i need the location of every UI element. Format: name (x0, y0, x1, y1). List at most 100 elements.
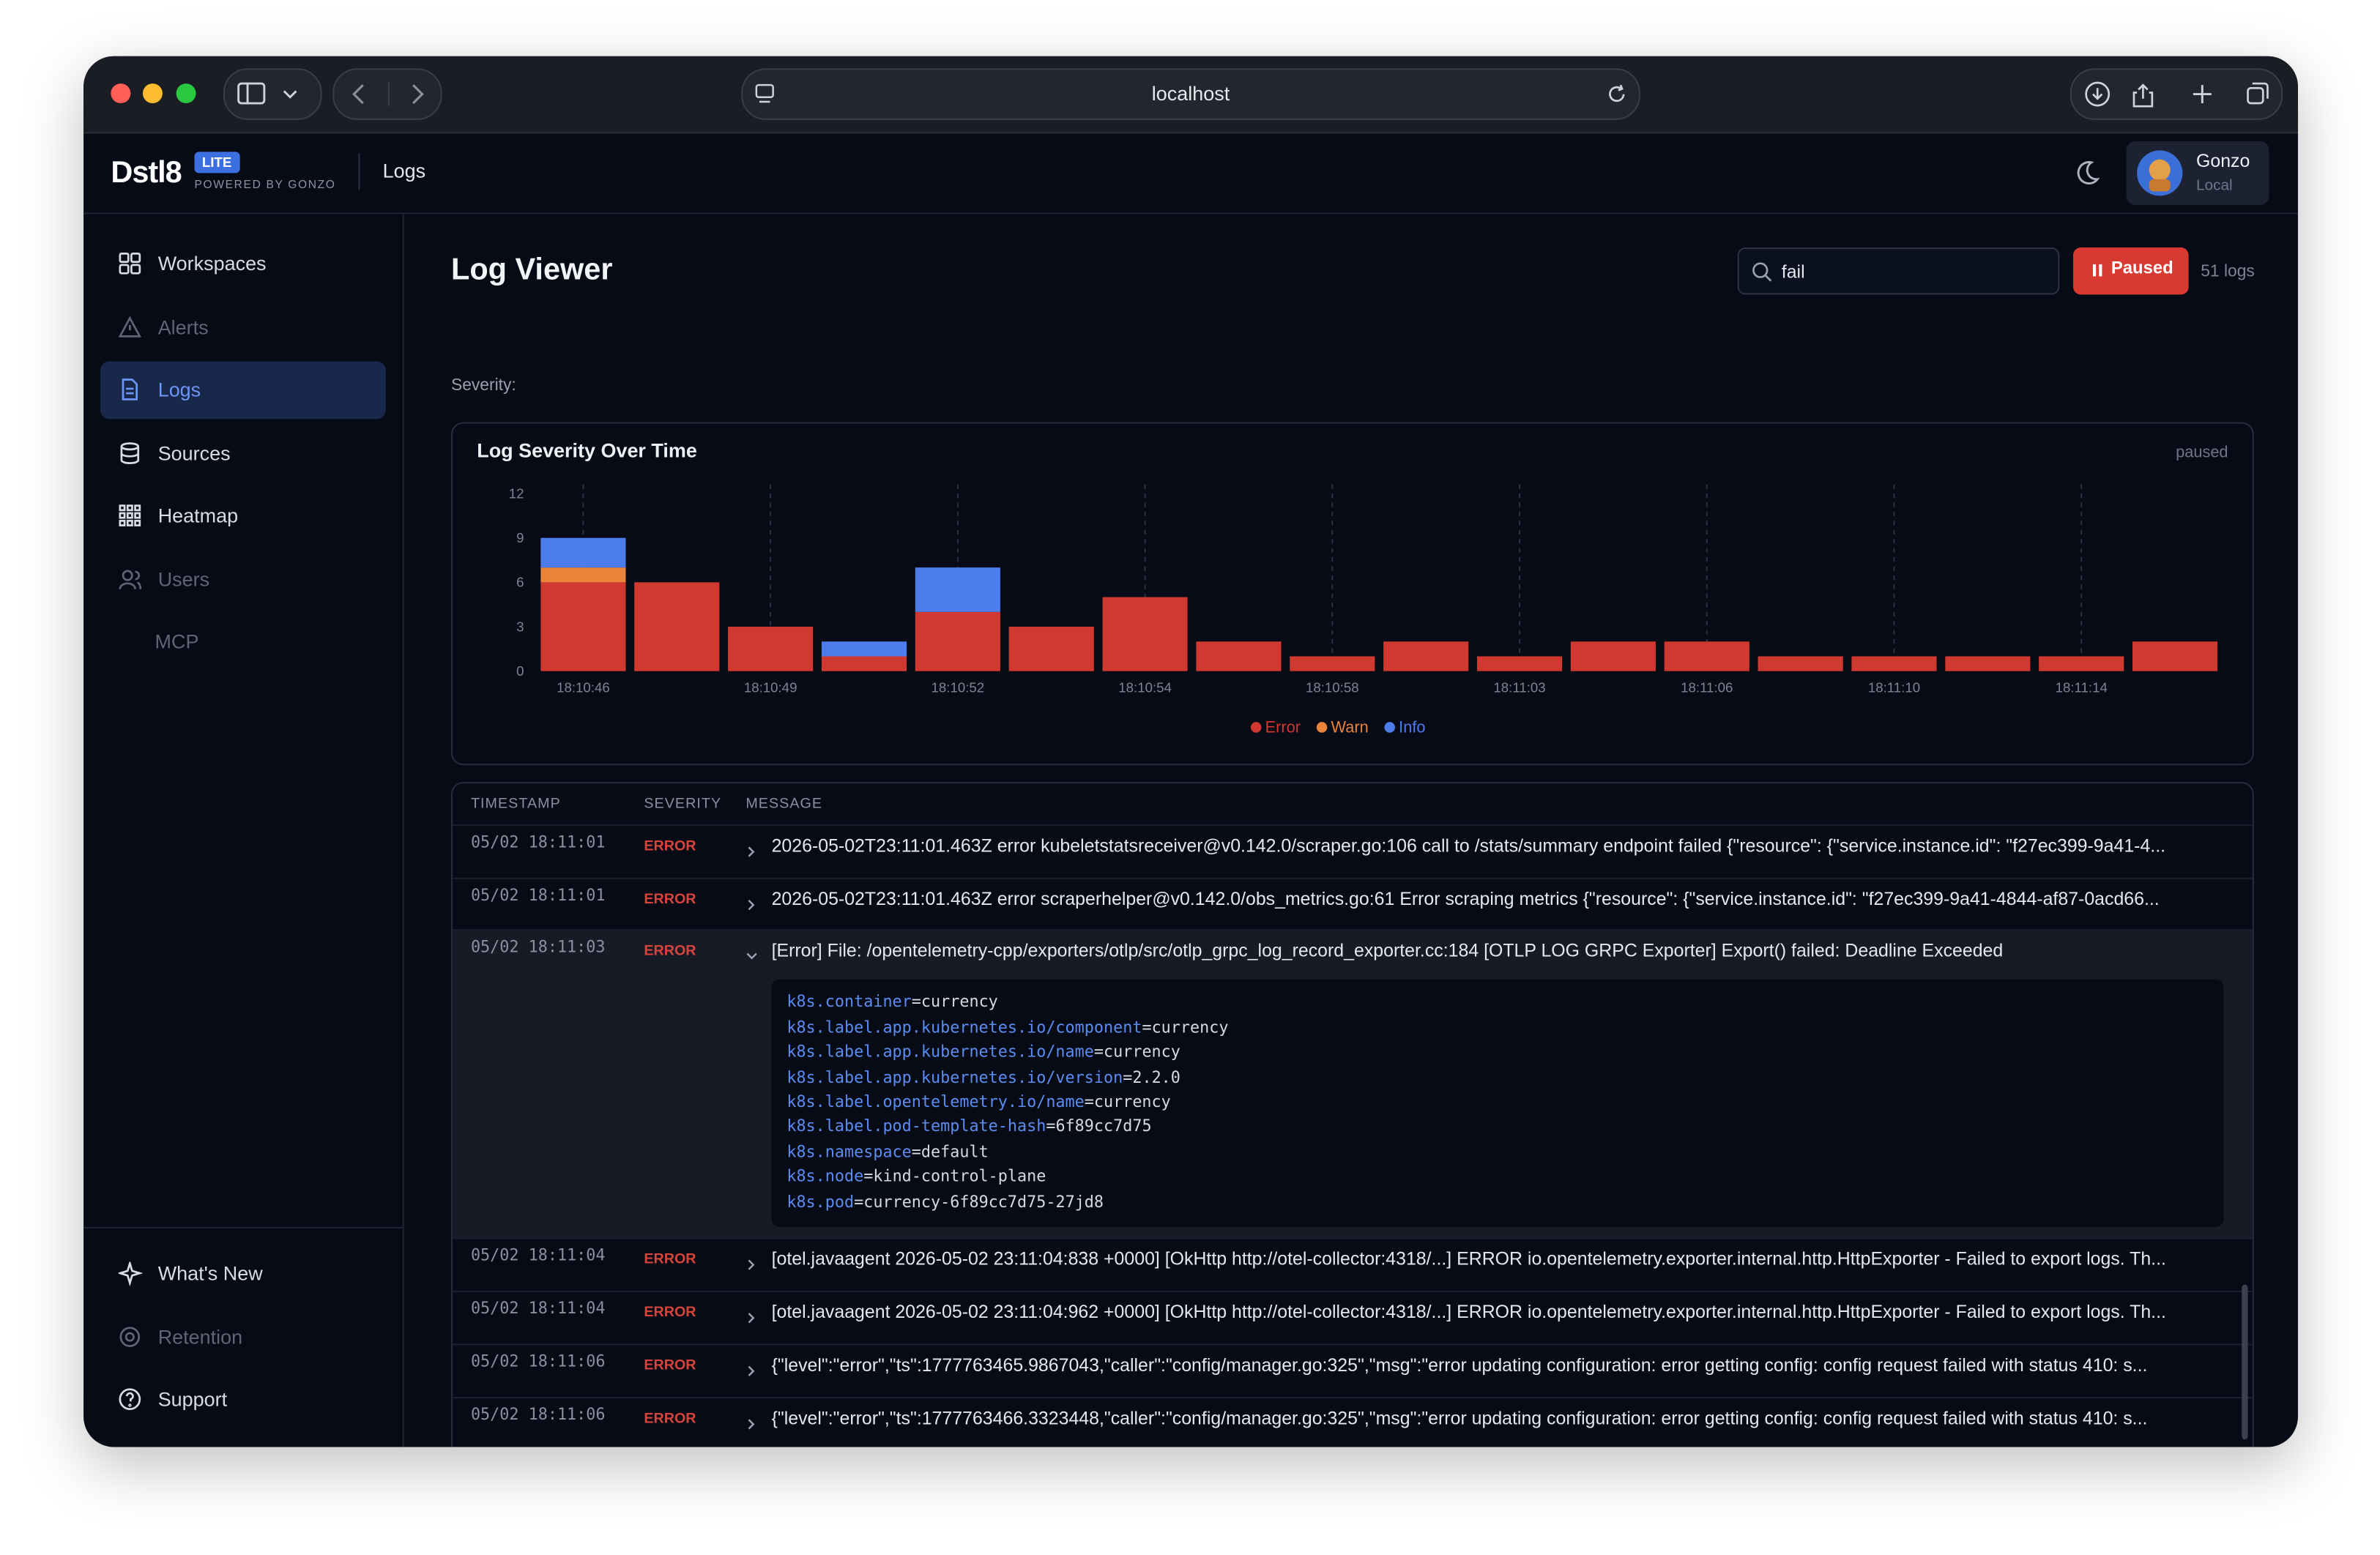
user-location: Local (2196, 177, 2233, 195)
nav-label: Heatmap (157, 504, 239, 527)
timestamp: 05/02 18:11:04 (470, 1247, 606, 1266)
log-table: TIMESTAMP SEVERITY MESSAGE 05/02 18:11:01 E… (450, 782, 2254, 1447)
timestamp: 05/02 18:11:03 (470, 939, 606, 958)
timestamp: 05/02 18:11:01 (470, 833, 606, 852)
column-header: SEVERITY (644, 795, 722, 813)
attribute: k8s.pod=currency-6f89cc7d75-27jd8 (786, 1193, 1104, 1211)
section-title: Logs (382, 159, 426, 182)
bar-segment (1196, 641, 1282, 671)
theme-toggle[interactable] (2073, 160, 2100, 187)
nav-icon (119, 569, 142, 589)
severity: ERROR (644, 890, 696, 908)
attribute-key: k8s.namespace (786, 1143, 912, 1162)
severity: ERROR (644, 1304, 696, 1321)
nav-item[interactable]: Logs (100, 361, 386, 419)
legend-label: Warn (1331, 718, 1368, 737)
address-bar[interactable]: localhost (741, 68, 1640, 120)
user-menu[interactable]: Gonzo Local (2126, 141, 2269, 205)
bar-segment (728, 627, 814, 671)
nav-item: Users (100, 551, 386, 608)
search-box[interactable]: fail (1737, 247, 2060, 295)
pause-button[interactable]: Paused (2073, 247, 2189, 295)
nav-icon (118, 315, 142, 337)
x-tick-label: 18:11:14 (2056, 680, 2108, 696)
message: 2026-05-02T23:11:01.463Z error scraperhe… (771, 887, 2160, 909)
reload-icon[interactable] (1607, 83, 1628, 105)
nav-item[interactable]: Support (100, 1371, 386, 1429)
message: [otel.javaagent 2026-05-02 23:11:04:962 … (771, 1301, 2166, 1323)
bar-segment (915, 567, 1000, 612)
log-row[interactable]: 05/02 18:11:01 ERROR 2026-05-02T23:11:01.4… (453, 824, 2253, 879)
y-tick-label: 0 (516, 663, 524, 679)
scrollbar[interactable] (2242, 1284, 2248, 1440)
message: {"level":"error","ts":1777763465.9867043… (771, 1354, 2148, 1376)
severity: ERROR (644, 943, 696, 961)
zoom-button[interactable] (176, 83, 196, 104)
divider (358, 153, 360, 190)
sidebar-icon (237, 82, 297, 105)
nav-label: Users (157, 567, 210, 590)
timestamp: 05/02 18:11:04 (470, 1299, 606, 1319)
bar-segment (634, 582, 720, 671)
column-header: MESSAGE (745, 795, 823, 813)
nav-label: Sources (157, 441, 231, 464)
chart-status: paused (2176, 442, 2228, 460)
attribute-key: k8s.label.pod-template-hash (786, 1118, 1046, 1137)
log-row[interactable]: 05/02 18:11:06 ERROR {"level":"error","ts"… (453, 1343, 2253, 1398)
attribute: k8s.container=currency (786, 993, 997, 1012)
bar-segment (1383, 641, 1469, 671)
minimize-button[interactable] (142, 83, 163, 104)
nav-item[interactable]: Workspaces (100, 235, 386, 293)
message: [otel.javaagent 2026-05-02 23:11:04:838 … (771, 1248, 2166, 1270)
log-row[interactable]: 05/02 18:11:04 ERROR [otel.javaagent 2026-… (453, 1238, 2253, 1292)
log-row[interactable]: 05/02 18:11:01 ERROR 2026-05-02T23:11:01.4… (453, 877, 2253, 931)
log-row[interactable]: 05/02 18:11:06 ERROR {"level":"error","ts"… (453, 1396, 2253, 1447)
nav-label: Alerts (157, 315, 209, 338)
legend-swatch (1250, 722, 1262, 733)
chevron (745, 1410, 758, 1437)
nav-item[interactable]: Sources (100, 425, 386, 482)
severity: ERROR (644, 838, 696, 855)
nav-item[interactable]: Heatmap (100, 488, 386, 545)
browser-window: localhost Dstl8 LITE POWERED BY GONZO Lo… (83, 56, 2298, 1447)
severity: ERROR (644, 1251, 696, 1269)
x-tick-label: 18:10:49 (744, 680, 797, 696)
y-tick-label: 9 (516, 530, 524, 545)
chart-title: Log Severity Over Time (477, 439, 697, 461)
x-tick-label: 18:10:46 (557, 680, 610, 696)
close-button[interactable] (111, 83, 131, 104)
log-count: 51 logs (2201, 262, 2255, 281)
legend-swatch (1384, 722, 1395, 733)
bar-segment (2132, 641, 2218, 671)
x-tick-label: 18:10:54 (1118, 680, 1172, 696)
bar-segment (2039, 656, 2124, 671)
attribute-key: k8s.label.opentelemetry.io/name (786, 1093, 1085, 1112)
action-icons (2085, 81, 2269, 108)
nav-icon (119, 1388, 141, 1411)
timestamp: 05/02 18:11:06 (470, 1405, 606, 1424)
browser-actions[interactable] (2070, 68, 2283, 120)
main-content: Log Viewer fail Paused 51 logs Severity:… (404, 214, 2298, 1447)
sidebar-toggle[interactable] (223, 68, 322, 120)
attribute-value: =currency (1142, 1018, 1229, 1037)
nav-label: Support (157, 1387, 228, 1411)
nav-item: Retention (100, 1308, 386, 1366)
nav-item[interactable]: What's New (100, 1245, 386, 1303)
bar-segment (1945, 656, 2031, 671)
attribute: k8s.label.app.kubernetes.io/component=cu… (786, 1018, 1228, 1037)
attribute-value: =kind-control-plane (863, 1168, 1046, 1187)
pause-label: Paused (2111, 259, 2173, 278)
attribute-key: k8s.label.app.kubernetes.io/version (786, 1068, 1123, 1087)
brand: Dstl8 (111, 156, 182, 190)
log-row[interactable]: 05/02 18:11:03 ERROR [Error] File: /opente… (453, 930, 2253, 1240)
attribute-key: k8s.pod (786, 1193, 855, 1212)
badge: LITE (194, 152, 239, 174)
site-icon (755, 83, 774, 103)
nav-label: Retention (157, 1324, 243, 1348)
nav-icon (120, 441, 140, 463)
log-row[interactable]: 05/02 18:11:04 ERROR [otel.javaagent 2026-… (453, 1291, 2253, 1345)
bar-segment (1664, 641, 1749, 671)
x-tick-label: 18:10:58 (1306, 680, 1359, 696)
nav-buttons[interactable] (332, 68, 442, 120)
